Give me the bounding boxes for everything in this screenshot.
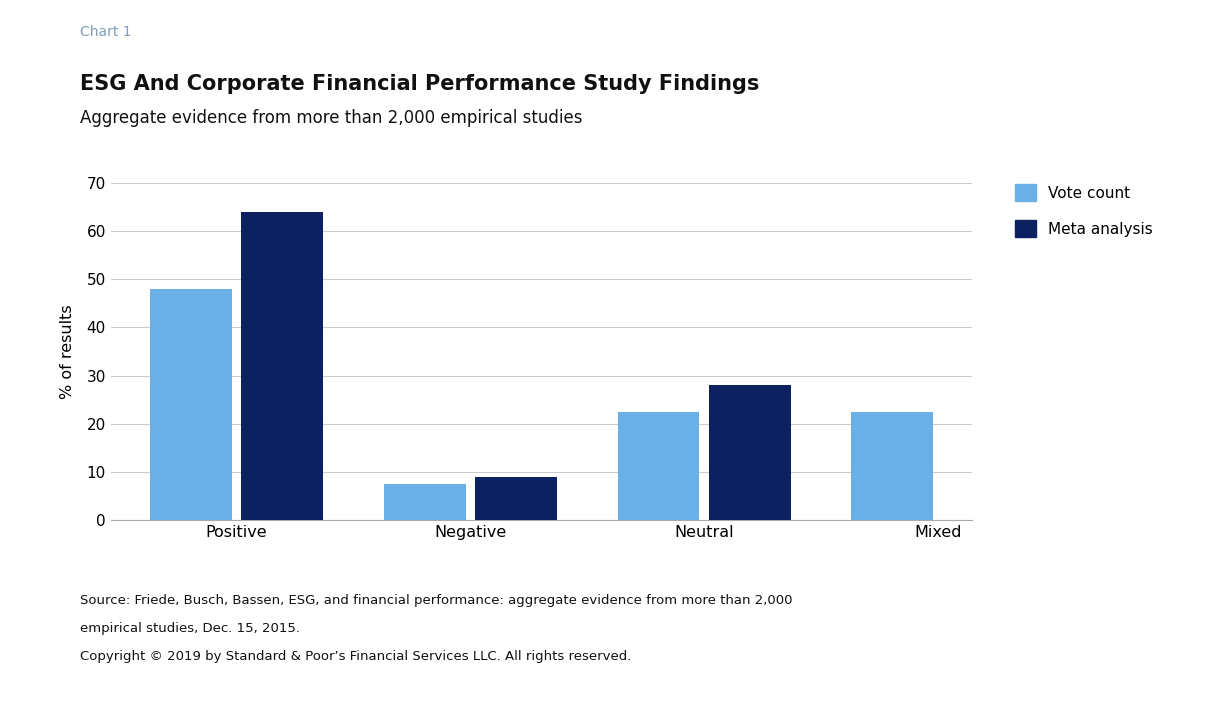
Text: Aggregate evidence from more than 2,000 empirical studies: Aggregate evidence from more than 2,000 … [80,109,582,127]
Text: Chart 1: Chart 1 [80,25,132,39]
Text: empirical studies, Dec. 15, 2015.: empirical studies, Dec. 15, 2015. [80,622,300,635]
Bar [475,477,556,520]
Text: ESG And Corporate Financial Performance Study Findings: ESG And Corporate Financial Performance … [80,74,760,93]
Legend: Vote count, Meta analysis: Vote count, Meta analysis [1014,183,1153,238]
Text: Copyright © 2019 by Standard & Poor’s Financial Services LLC. All rights reserve: Copyright © 2019 by Standard & Poor’s Fi… [80,650,632,663]
Y-axis label: % of results: % of results [60,304,75,399]
Bar [709,385,790,520]
Bar [384,484,465,520]
Bar [618,412,699,520]
Bar [241,212,323,520]
Text: Source: Friede, Busch, Bassen, ESG, and financial performance: aggregate evidenc: Source: Friede, Busch, Bassen, ESG, and … [80,594,793,607]
Bar [852,412,933,520]
Bar [150,289,231,520]
